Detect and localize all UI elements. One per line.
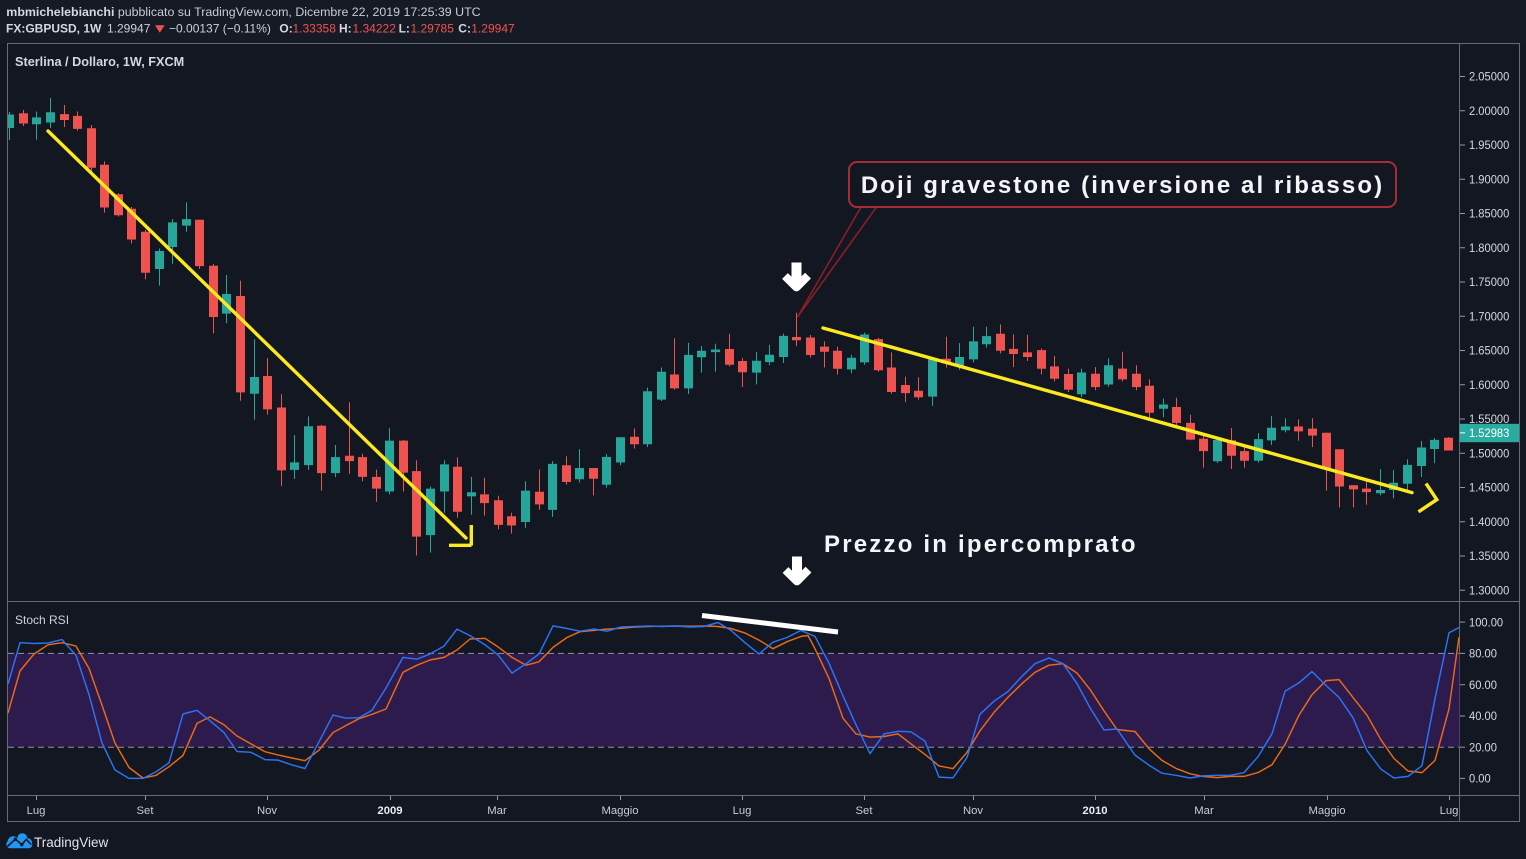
svg-text:H:: H: (339, 22, 352, 36)
svg-text:1.65000: 1.65000 (1469, 344, 1510, 358)
svg-text:60.00: 60.00 (1469, 678, 1497, 692)
svg-text:1.29947: 1.29947 (107, 22, 151, 36)
svg-text:Mar: Mar (1194, 805, 1214, 817)
svg-text:Sterlina / Dollaro, 1W, FXCM: Sterlina / Dollaro, 1W, FXCM (15, 55, 184, 69)
svg-text:1.50000: 1.50000 (1469, 446, 1510, 460)
svg-text:TradingView: TradingView (34, 835, 109, 850)
svg-text:1.40000: 1.40000 (1469, 515, 1510, 529)
svg-text:2.05000: 2.05000 (1469, 70, 1510, 84)
svg-text:1.29947: 1.29947 (471, 22, 515, 36)
svg-text:1.30000: 1.30000 (1469, 583, 1510, 597)
svg-text:40.00: 40.00 (1469, 709, 1497, 723)
svg-text:Lug: Lug (733, 805, 752, 817)
svg-text:C:: C: (458, 22, 471, 36)
svg-text:2010: 2010 (1082, 805, 1107, 817)
svg-text:Set: Set (856, 805, 874, 817)
svg-text:FX:GBPUSD, 1W: FX:GBPUSD, 1W (6, 22, 102, 36)
svg-text:1.35000: 1.35000 (1469, 549, 1510, 563)
svg-text:1.52983: 1.52983 (1469, 426, 1510, 440)
svg-text:2009: 2009 (377, 805, 402, 817)
svg-text:Stoch RSI: Stoch RSI (15, 613, 69, 627)
svg-text:0.00: 0.00 (1469, 772, 1491, 786)
svg-text:Maggio: Maggio (601, 805, 638, 817)
svg-text:O:: O: (279, 22, 292, 36)
svg-text:1.45000: 1.45000 (1469, 481, 1510, 495)
svg-text:2.00000: 2.00000 (1469, 104, 1510, 118)
svg-text:−0.00137 (−0.11%): −0.00137 (−0.11%) (169, 22, 271, 36)
svg-text:1.33358: 1.33358 (293, 22, 337, 36)
svg-text:Doji gravestone (inversione al: Doji gravestone (inversione al ribasso) (861, 172, 1384, 199)
svg-text:Prezzo in ipercomprato: Prezzo in ipercomprato (824, 531, 1138, 558)
svg-text:1.95000: 1.95000 (1469, 138, 1510, 152)
svg-text:1.34222: 1.34222 (353, 22, 397, 36)
svg-text:Lug: Lug (1440, 805, 1459, 817)
svg-text:100.00: 100.00 (1469, 615, 1503, 629)
svg-text:Set: Set (137, 805, 155, 817)
svg-text:Lug: Lug (27, 805, 46, 817)
svg-text:1.55000: 1.55000 (1469, 412, 1510, 426)
svg-text:80.00: 80.00 (1469, 647, 1497, 661)
svg-text:1.29785: 1.29785 (411, 22, 455, 36)
svg-text:mbmichelebianchi pubblicato su: mbmichelebianchi pubblicato su TradingVi… (6, 5, 480, 19)
svg-text:1.75000: 1.75000 (1469, 275, 1510, 289)
svg-text:Nov: Nov (963, 805, 983, 817)
svg-text:L:: L: (399, 22, 410, 36)
svg-text:1.70000: 1.70000 (1469, 309, 1510, 323)
svg-text:1.60000: 1.60000 (1469, 378, 1510, 392)
svg-text:Maggio: Maggio (1308, 805, 1345, 817)
svg-text:Mar: Mar (487, 805, 507, 817)
svg-text:20.00: 20.00 (1469, 740, 1497, 754)
svg-text:1.85000: 1.85000 (1469, 207, 1510, 221)
svg-text:Nov: Nov (257, 805, 277, 817)
svg-text:1.80000: 1.80000 (1469, 241, 1510, 255)
svg-text:1.90000: 1.90000 (1469, 172, 1510, 186)
